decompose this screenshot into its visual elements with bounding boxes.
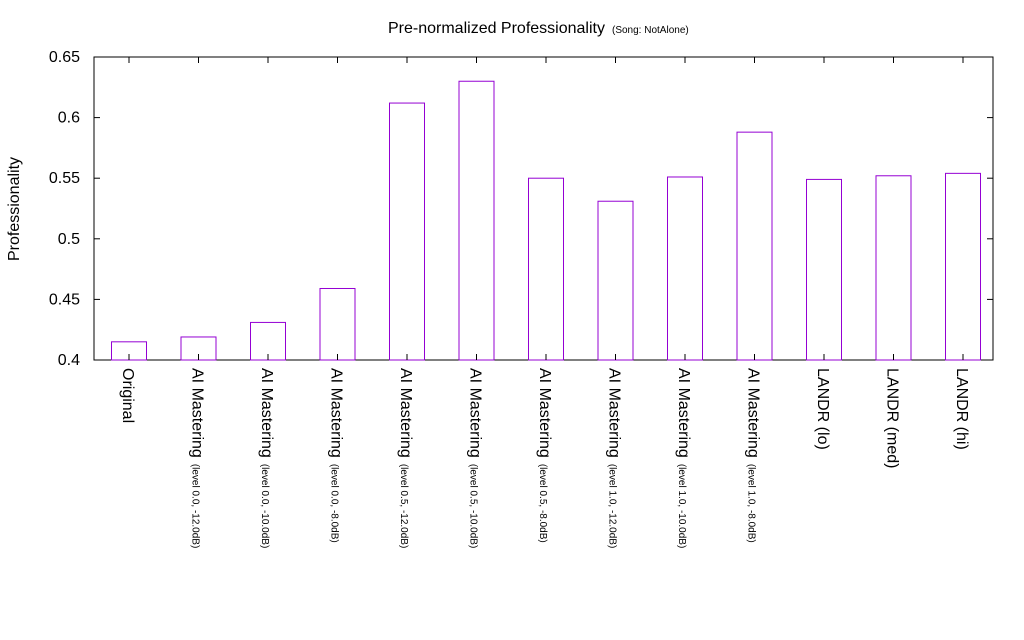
y-tick-label: 0.65 bbox=[49, 49, 80, 66]
bar bbox=[319, 287, 356, 361]
bar bbox=[528, 177, 564, 361]
x-tick-label-main: AI Mastering bbox=[397, 368, 414, 458]
chart-subtitle: (Song: NotAlone) bbox=[612, 25, 689, 36]
x-tick-label: AI Mastering (level 0.5, -12.0dB) bbox=[397, 368, 414, 548]
x-tick-label-sub: (level 1.0, -10.0dB) bbox=[676, 464, 687, 549]
x-tick-label-sub: (level 1.0, -12.0dB) bbox=[607, 464, 618, 549]
x-tick-label: AI Mastering (level 1.0, -12.0dB) bbox=[606, 368, 623, 548]
x-tick-label-main: LANDR (lo) bbox=[814, 368, 831, 450]
x-tick-label-main: AI Mastering bbox=[328, 368, 345, 458]
chart-title: Pre-normalized Professionality bbox=[388, 20, 605, 37]
x-tick-label-sub: (level 0.0, -8.0dB) bbox=[329, 464, 340, 543]
x-tick-label: AI Mastering (level 0.0, -8.0dB) bbox=[328, 368, 345, 543]
bar bbox=[597, 200, 634, 361]
x-tick-label-sub: (level 0.5, -10.0dB) bbox=[468, 464, 479, 549]
y-tick-label: 0.45 bbox=[49, 291, 80, 308]
x-tick-label-main: Original bbox=[119, 368, 136, 423]
x-tick-label: LANDR (hi) bbox=[953, 368, 970, 450]
x-tick-label: AI Mastering (level 1.0, -8.0dB) bbox=[745, 368, 762, 543]
x-tick-label-main: AI Mastering bbox=[467, 368, 484, 458]
bar bbox=[806, 178, 842, 361]
x-tick-label-main: LANDR (med) bbox=[884, 368, 901, 468]
chart-title-group: Pre-normalized Professionality (Song: No… bbox=[388, 20, 689, 37]
bar bbox=[945, 172, 981, 361]
x-tick-label: AI Mastering (level 0.5, -8.0dB) bbox=[536, 368, 553, 543]
y-axis-label: Professionality bbox=[6, 157, 23, 261]
plot-area-frame bbox=[93, 56, 994, 361]
bar bbox=[667, 176, 703, 361]
x-tick-label-main: LANDR (hi) bbox=[953, 368, 970, 450]
bar bbox=[458, 80, 495, 361]
x-tick-label: AI Mastering (level 1.0, -10.0dB) bbox=[675, 368, 692, 548]
x-tick-label-sub: (level 1.0, -8.0dB) bbox=[746, 464, 757, 543]
bar bbox=[389, 102, 425, 361]
bar bbox=[736, 131, 773, 361]
x-tick-label-sub: (level 0.0, -12.0dB) bbox=[190, 464, 201, 549]
x-tick-label: Original bbox=[119, 368, 136, 423]
x-tick-label-main: AI Mastering bbox=[189, 368, 206, 458]
x-tick-label-main: AI Mastering bbox=[606, 368, 623, 458]
y-tick-label: 0.5 bbox=[58, 231, 80, 248]
y-axis: 0.4 0.45 0.5 0.55 0.6 0.65 bbox=[49, 49, 993, 369]
x-tick-label-main: AI Mastering bbox=[258, 368, 275, 458]
x-tick-label: LANDR (med) bbox=[884, 368, 901, 468]
x-tick-label-sub: (level 0.5, -8.0dB) bbox=[537, 464, 548, 543]
x-tick-label-main: AI Mastering bbox=[536, 368, 553, 458]
x-tick-label-main: AI Mastering bbox=[745, 368, 762, 458]
y-tick-label: 0.55 bbox=[49, 170, 80, 187]
bars bbox=[111, 80, 981, 361]
x-tick-label-sub: (level 0.0, -10.0dB) bbox=[259, 464, 270, 549]
x-tick-label: AI Mastering (level 0.0, -12.0dB) bbox=[189, 368, 206, 548]
x-tick-label-sub: (level 0.5, -12.0dB) bbox=[398, 464, 409, 549]
x-tick-label: LANDR (lo) bbox=[814, 368, 831, 450]
x-tick-label-main: AI Mastering bbox=[675, 368, 692, 458]
x-axis: Original AI Mastering (level 0.0, -12.0dB)… bbox=[119, 57, 970, 548]
y-tick-label: 0.4 bbox=[58, 352, 80, 369]
x-tick-label: AI Mastering (level 0.5, -10.0dB) bbox=[467, 368, 484, 548]
bar bbox=[875, 175, 912, 361]
y-tick-label: 0.6 bbox=[58, 110, 80, 127]
x-tick-label: AI Mastering (level 0.0, -10.0dB) bbox=[258, 368, 275, 548]
